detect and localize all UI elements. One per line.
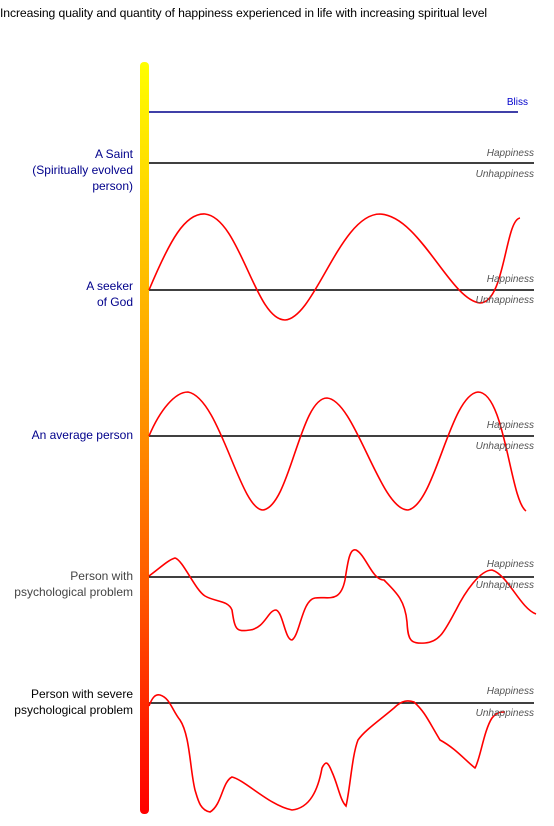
diagram-title: Increasing quality and quantity of happi… [0,6,487,20]
happiness-label: Happiness [486,686,534,697]
happiness-label: Happiness [486,559,534,570]
spiritual-level-gradient-bar [140,62,149,814]
level-label-line: psychological problem [14,585,133,599]
level-label-line: An average person [31,428,133,442]
bliss-label: Bliss [506,97,528,108]
level-label-line: psychological problem [14,703,133,717]
unhappiness-label: Unhappiness [475,441,534,452]
unhappiness-label: Unhappiness [475,169,534,180]
wave-seeker [148,213,521,321]
level-label-saint: A Saint (Spiritually evolved person) [32,146,133,194]
unhappiness-label: Unhappiness [475,708,534,719]
happiness-label: Happiness [486,148,534,159]
level-label-psychological: Person with psychological problem [14,568,133,600]
level-label-seeker: A seeker of God [86,278,133,310]
happiness-label: Happiness [486,420,534,431]
level-label-line: Person with severe [30,687,133,701]
wave-average [148,391,527,512]
unhappiness-label: Unhappiness [475,295,534,306]
level-label-line: A seeker [86,279,133,293]
level-label-severe: Person with severe psychological problem [14,686,133,718]
level-label-average: An average person [32,427,133,443]
happiness-label: Happiness [486,274,534,285]
level-label-line: (Spiritually evolved [32,163,133,177]
level-label-line: A Saint [94,147,133,161]
wave-psychological [148,549,537,644]
level-label-line: Person with [70,569,133,583]
level-label-line: of God [96,295,133,309]
unhappiness-label: Unhappiness [475,580,534,591]
wave-severe [148,694,506,813]
level-label-line: person) [92,179,133,193]
